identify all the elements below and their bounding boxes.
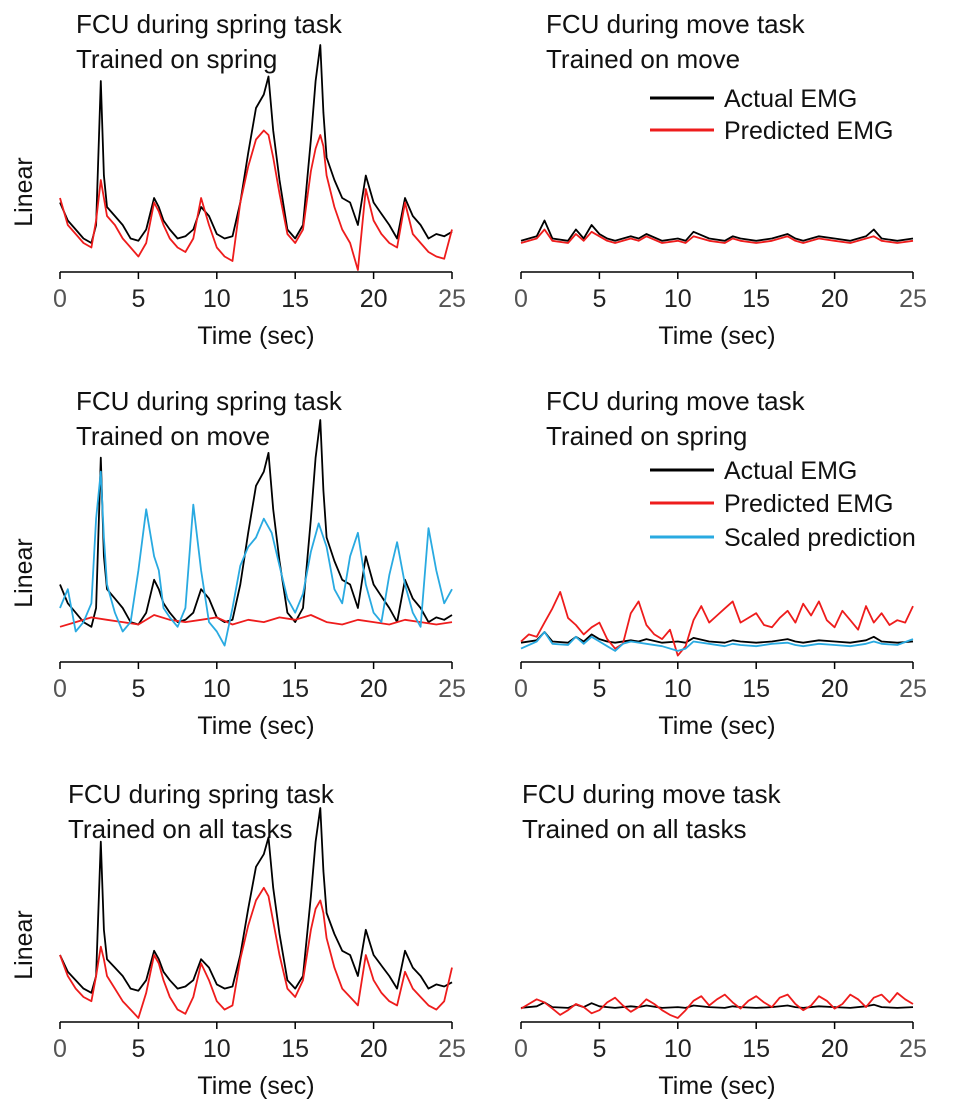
x-tick-label: 5 <box>592 1035 606 1063</box>
legend-label-actual: Actual EMG <box>724 85 857 113</box>
series-line-predicted-emg <box>59 886 453 1019</box>
series-line-scaled-prediction <box>59 470 453 647</box>
series-line-scaled-prediction <box>520 631 914 652</box>
x-tick-label: 5 <box>131 285 145 313</box>
panel-subtitle: Trained on move <box>546 44 740 74</box>
x-tick-label: 0 <box>53 1035 67 1063</box>
x-tick-label: 15 <box>281 285 309 313</box>
x-tick-label: 0 <box>53 675 67 703</box>
x-tick-label: 10 <box>203 285 231 313</box>
x-tick-label: 0 <box>53 285 67 313</box>
x-tick-label: 20 <box>360 285 388 313</box>
x-tick-label: 25 <box>899 675 927 703</box>
series-line-actual-emg <box>59 44 453 244</box>
x-tick-label: 15 <box>742 675 770 703</box>
x-tick-label: 10 <box>664 675 692 703</box>
plot-area: 0 5 10 15 20 25 Time (sec) <box>514 219 927 350</box>
panel-r3c2: FCU during move task Trained on all task… <box>514 779 927 1100</box>
x-tick-label: 15 <box>742 1035 770 1063</box>
plot-area: 0 5 10 15 20 25 Time (sec) <box>53 807 466 1100</box>
panel-subtitle: Trained on move <box>76 421 270 451</box>
panel-subtitle: Trained on all tasks <box>522 814 746 844</box>
panel-r2c1: FCU during spring task Trained on move L… <box>10 386 466 740</box>
plot-area: 0 5 10 15 20 25 Time (sec) <box>514 992 927 1100</box>
series-line-predicted-emg <box>520 992 914 1019</box>
y-axis-label: Linear <box>10 157 38 227</box>
x-tick-label: 20 <box>821 1035 849 1063</box>
plot-area: 0 5 10 15 20 25 Time (sec) <box>53 44 466 350</box>
legend-label-scaled: Scaled prediction <box>724 524 916 552</box>
panel-r2c2: FCU during move task Trained on spring A… <box>514 386 927 740</box>
x-tick-label: 10 <box>664 285 692 313</box>
x-tick-label: 25 <box>438 285 466 313</box>
x-tick-label: 15 <box>281 1035 309 1063</box>
series-line-predicted-emg <box>59 129 453 271</box>
series-line-actual-emg <box>59 419 453 628</box>
y-axis-label: Linear <box>10 910 38 980</box>
panel-r1c2: FCU during move task Trained on move Act… <box>514 9 927 350</box>
panel-title: FCU during move task <box>522 779 782 809</box>
x-tick-label: 0 <box>514 675 528 703</box>
y-axis-label: Linear <box>10 538 38 608</box>
panel-r1c1: FCU during spring task Trained on spring… <box>10 9 466 350</box>
legend: Actual EMG Predicted EMG <box>650 85 894 145</box>
panel-title: FCU during spring task <box>76 9 343 39</box>
panel-subtitle: Trained on spring <box>546 421 747 451</box>
series-line-predicted-emg <box>520 228 914 244</box>
x-tick-label: 25 <box>899 285 927 313</box>
x-tick-label: 0 <box>514 285 528 313</box>
x-tick-label: 10 <box>664 1035 692 1063</box>
legend: Actual EMG Predicted EMG Scaled predicti… <box>650 457 916 552</box>
x-axis-label: Time (sec) <box>197 322 314 350</box>
panel-title: FCU during move task <box>546 9 806 39</box>
series-line-actual-emg <box>520 219 914 242</box>
x-tick-label: 25 <box>899 1035 927 1063</box>
panel-title: FCU during move task <box>546 386 806 416</box>
panel-r3c1: FCU during spring task Trained on all ta… <box>10 779 466 1100</box>
plot-area: 0 5 10 15 20 25 Time (sec) <box>53 419 466 740</box>
x-tick-label: 20 <box>821 675 849 703</box>
x-tick-label: 25 <box>438 675 466 703</box>
x-tick-label: 20 <box>360 675 388 703</box>
x-tick-label: 5 <box>592 285 606 313</box>
x-tick-label: 20 <box>360 1035 388 1063</box>
series-line-actual-emg <box>59 807 453 994</box>
x-tick-label: 0 <box>514 1035 528 1063</box>
plot-area: 0 5 10 15 20 25 Time (sec) <box>514 591 927 740</box>
legend-label-predicted: Predicted EMG <box>724 117 894 145</box>
x-tick-label: 5 <box>131 675 145 703</box>
x-tick-label: 10 <box>203 675 231 703</box>
x-axis-label: Time (sec) <box>658 322 775 350</box>
x-tick-label: 15 <box>281 675 309 703</box>
x-tick-label: 15 <box>742 285 770 313</box>
panel-subtitle: Trained on all tasks <box>68 814 292 844</box>
panel-title: FCU during spring task <box>68 779 335 809</box>
panel-subtitle: Trained on spring <box>76 44 277 74</box>
series-line-predicted-emg <box>520 591 914 657</box>
x-tick-label: 20 <box>821 285 849 313</box>
x-axis-label: Time (sec) <box>658 712 775 740</box>
x-axis-label: Time (sec) <box>197 1072 314 1100</box>
x-tick-label: 10 <box>203 1035 231 1063</box>
legend-label-actual: Actual EMG <box>724 457 857 485</box>
series-line-actual-emg <box>520 631 914 644</box>
series-line-predicted-emg <box>59 614 453 628</box>
legend-label-predicted: Predicted EMG <box>724 490 894 518</box>
panel-title: FCU during spring task <box>76 386 343 416</box>
x-tick-label: 5 <box>592 675 606 703</box>
x-axis-label: Time (sec) <box>658 1072 775 1100</box>
x-tick-label: 25 <box>438 1035 466 1063</box>
x-tick-label: 5 <box>131 1035 145 1063</box>
x-axis-label: Time (sec) <box>197 712 314 740</box>
